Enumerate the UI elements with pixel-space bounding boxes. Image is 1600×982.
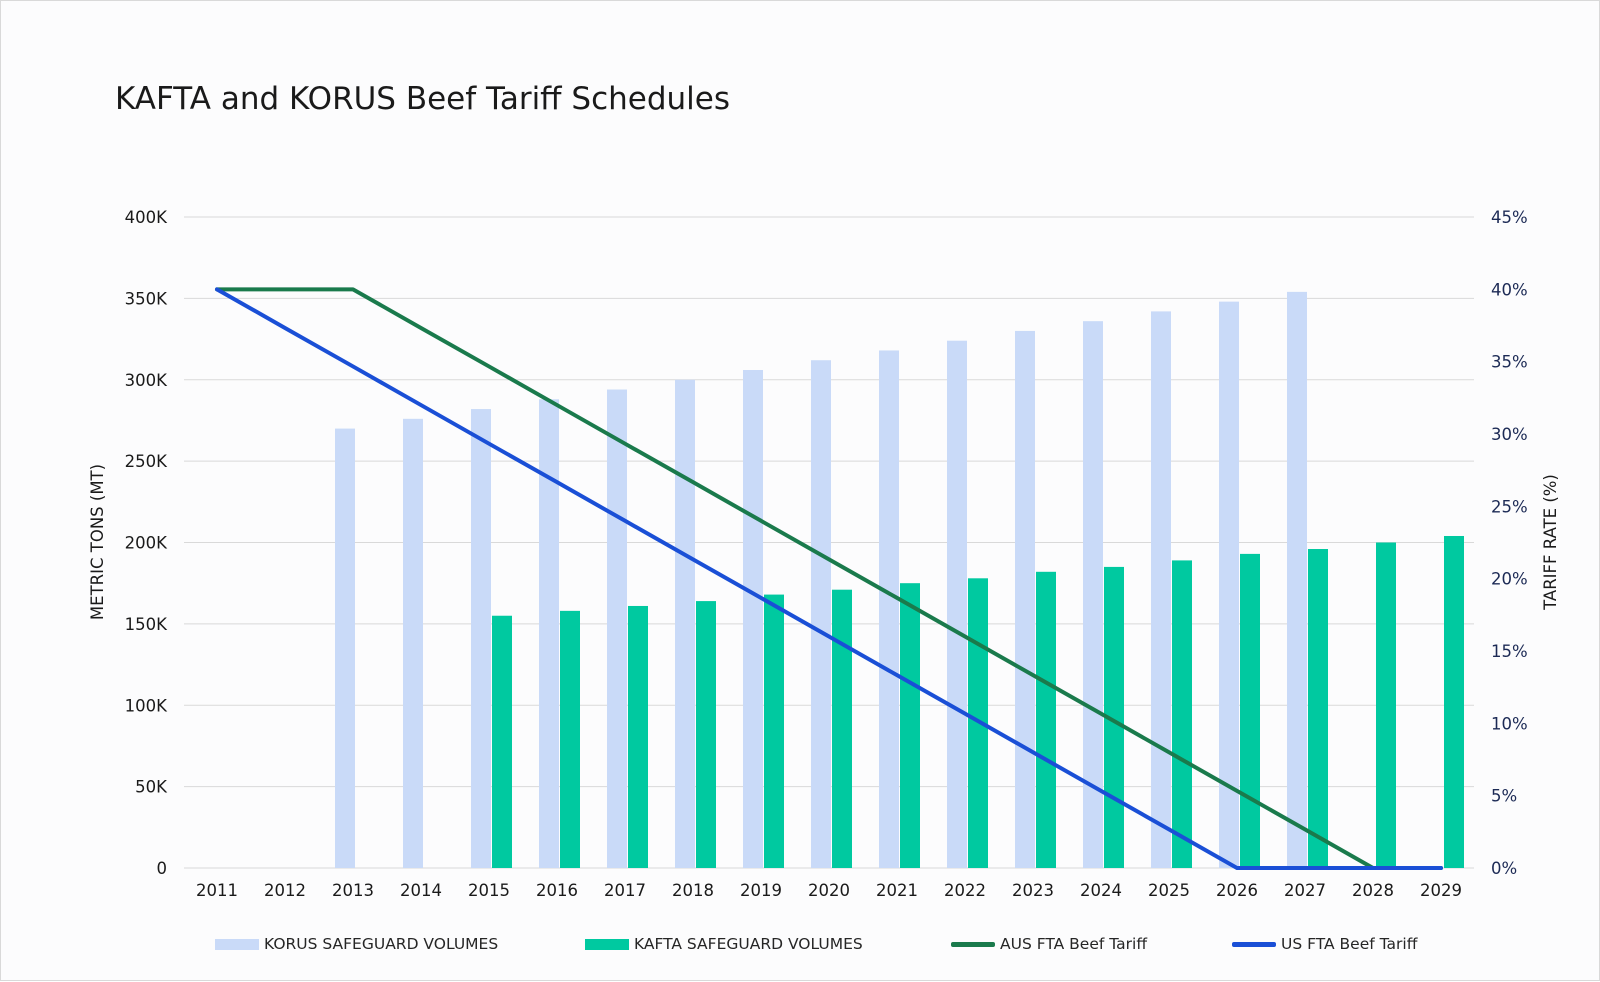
y2-tick-label: 40%	[1491, 280, 1528, 299]
y2-tick-label: 30%	[1491, 425, 1528, 444]
line-aus-fta-tariff	[215, 287, 1443, 870]
x-tick-label: 2014	[400, 881, 442, 900]
y2-tick-label: 0%	[1491, 859, 1517, 878]
legend-item-kafta: KAFTA SAFEGUARD VOLUMES	[585, 935, 863, 953]
x-tick-label: 2023	[1012, 881, 1054, 900]
line-us-fta-tariff	[215, 287, 1443, 870]
bar-kafta	[628, 605, 648, 868]
x-tick-label: 2012	[264, 881, 306, 900]
y-tick-label: 250K	[125, 452, 168, 471]
bar-kafta	[1172, 560, 1192, 868]
legend-swatch-aus-tariff	[951, 941, 995, 947]
x-tick-label: 2017	[604, 881, 646, 900]
x-tick-label: 2011	[196, 881, 238, 900]
x-tick-label: 2024	[1080, 881, 1122, 900]
y-tick-label: 350K	[125, 289, 168, 308]
legend: KORUS SAFEGUARD VOLUMES KAFTA SAFEGUARD …	[1, 935, 1600, 957]
bar-korus	[947, 340, 967, 868]
x-tick-label: 2019	[740, 881, 782, 900]
y2-tick-label: 5%	[1491, 787, 1517, 806]
bar-kafta	[900, 583, 920, 868]
bar-korus	[403, 418, 423, 868]
bar-kafta	[764, 594, 784, 868]
bar-korus	[811, 360, 831, 868]
x-tick-label: 2016	[536, 881, 578, 900]
x-tick-label: 2027	[1284, 881, 1326, 900]
x-tick-label: 2025	[1148, 881, 1190, 900]
y-tick-label: 400K	[125, 208, 168, 227]
bar-kafta	[1308, 549, 1328, 868]
x-tick-label: 2026	[1216, 881, 1258, 900]
x-tick-label: 2029	[1420, 881, 1462, 900]
legend-label-us-tariff: US FTA Beef Tariff	[1281, 935, 1418, 953]
legend-item-korus: KORUS SAFEGUARD VOLUMES	[215, 935, 498, 953]
legend-swatch-korus	[215, 938, 259, 950]
x-tick-label: 2020	[808, 881, 850, 900]
bar-kafta	[1240, 553, 1260, 868]
bar-korus	[743, 369, 763, 868]
y-tick-label: 50K	[135, 778, 168, 797]
legend-swatch-us-tariff	[1232, 941, 1276, 947]
bar-korus	[539, 399, 559, 868]
chart-title: KAFTA and KORUS Beef Tariff Schedules	[115, 81, 730, 117]
bar-korus	[1219, 301, 1239, 868]
y2-tick-label: 45%	[1491, 208, 1528, 227]
bar-korus	[335, 428, 355, 868]
x-tick-label: 2028	[1352, 881, 1394, 900]
bar-kafta	[492, 615, 512, 868]
bar-korus	[1015, 330, 1035, 868]
x-tick-label: 2015	[468, 881, 510, 900]
legend-label-aus-tariff: AUS FTA Beef Tariff	[1000, 935, 1148, 953]
y2-tick-label: 20%	[1491, 570, 1528, 589]
legend-swatch-kafta	[585, 938, 629, 950]
bar-korus	[1151, 311, 1171, 868]
bar-korus	[1287, 291, 1307, 868]
bar-kafta	[1104, 566, 1124, 868]
y-tick-label: 150K	[125, 615, 168, 634]
x-tick-label: 2018	[672, 881, 714, 900]
bar-kafta	[1444, 535, 1464, 868]
legend-item-aus-tariff: AUS FTA Beef Tariff	[951, 935, 1147, 953]
x-tick-label: 2021	[876, 881, 918, 900]
bar-korus	[879, 350, 899, 869]
legend-label-kafta: KAFTA SAFEGUARD VOLUMES	[634, 935, 863, 953]
bar-korus	[471, 409, 491, 868]
x-tick-label: 2013	[332, 881, 374, 900]
bar-korus	[1083, 321, 1103, 868]
legend-label-korus: KORUS SAFEGUARD VOLUMES	[264, 935, 499, 953]
y-tick-label: 300K	[125, 371, 168, 390]
y2-axis-title: TARIFF RATE (%)	[1541, 474, 1560, 611]
legend-item-us-tariff: US FTA Beef Tariff	[1232, 935, 1417, 953]
y-axis-title: METRIC TONS (MT)	[88, 464, 107, 620]
y2-tick-label: 15%	[1491, 642, 1528, 661]
bar-kafta	[560, 610, 580, 868]
bar-korus	[675, 379, 695, 868]
y2-tick-label: 35%	[1491, 353, 1528, 372]
y-tick-label: 0	[157, 859, 168, 878]
y-tick-label: 100K	[125, 696, 168, 715]
bar-kafta	[1036, 571, 1056, 868]
bar-kafta	[1376, 542, 1396, 868]
y-tick-label: 200K	[125, 534, 168, 553]
bar-kafta	[696, 601, 716, 868]
y2-tick-label: 10%	[1491, 714, 1528, 733]
x-tick-label: 2022	[944, 881, 986, 900]
bar-korus	[607, 389, 627, 868]
bar-kafta	[832, 589, 852, 868]
y2-tick-label: 25%	[1491, 497, 1528, 516]
